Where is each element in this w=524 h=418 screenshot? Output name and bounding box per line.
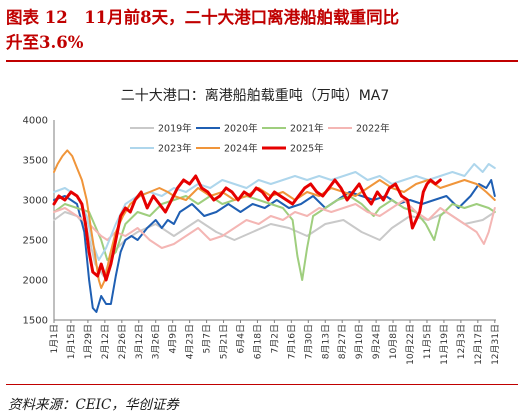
legend-item: 2023年: [130, 143, 192, 155]
figure-title-line2: 升至3.6%: [6, 33, 84, 52]
chart-axes: 1500 2000 2500 3000 3500 4000 1月1日 1月15日 1月29日 2月…: [23, 116, 501, 365]
source-note: 资料来源：CEIC，华创证券: [8, 397, 179, 413]
y-tick-label: 1500: [23, 316, 48, 327]
x-tick-label: 6月18日: [252, 324, 263, 359]
x-tick-label: 5月21日: [219, 324, 230, 359]
x-tick-label: 4月23日: [185, 324, 196, 359]
x-tick-label: 3月26日: [151, 324, 162, 359]
x-tick-label: 2月26日: [117, 324, 128, 359]
source-rule: [6, 384, 518, 385]
x-tick-label: 6月4日: [235, 324, 246, 353]
x-tick-label: 9月10日: [354, 324, 365, 359]
x-tick-label: 11月19日: [439, 324, 450, 365]
legend-label: 2025年: [290, 143, 324, 155]
y-tick-label: 3000: [23, 196, 48, 207]
series-line-2025年: [52, 174, 442, 282]
plot-area: [52, 149, 496, 313]
x-tick-label: 9月24日: [371, 324, 382, 359]
x-tick-label: 7月2日: [269, 324, 280, 353]
series-line-2021年: [53, 195, 496, 281]
x-tick-label: 10月8日: [388, 324, 399, 359]
legend-label: 2019年: [158, 123, 192, 135]
legend-label: 2024年: [224, 143, 258, 155]
x-tick-label: 8月13日: [320, 324, 331, 359]
legend-item: 2021年: [262, 123, 324, 135]
legend-item: 2022年: [328, 123, 390, 135]
x-tick-label: 4月9日: [168, 324, 179, 353]
y-tick-label: 2000: [23, 276, 48, 287]
series-line-2023年: [53, 163, 496, 261]
x-tick-label: 8月27日: [337, 324, 348, 359]
x-tick-label: 11月5日: [422, 324, 433, 359]
x-tick-label: 1月15日: [66, 324, 77, 359]
x-tick-label: 7月30日: [303, 324, 314, 359]
series-line-2022年: [53, 199, 496, 249]
title-rule: [6, 60, 518, 62]
figure-title-line1: 图表 12 11月前8天，二十大港口离港船舶载重同比: [6, 8, 400, 27]
legend-label: 2023年: [158, 143, 192, 155]
legend-item: 2020年: [196, 123, 258, 135]
y-tick-label: 2500: [23, 236, 48, 247]
x-tick-label: 12月31日: [490, 324, 501, 365]
chart-title: 二十大港口：离港船舶载重吨（万吨）MA7: [121, 87, 390, 104]
legend-item: 2019年: [130, 123, 192, 135]
x-tick-label: 7月16日: [286, 324, 297, 359]
x-tick-label: 12月3日: [456, 324, 467, 359]
legend-label: 2022年: [356, 123, 390, 135]
legend-item: 2024年: [196, 143, 258, 155]
legend-label: 2020年: [224, 123, 258, 135]
legend-item: 2025年: [262, 143, 324, 155]
x-tick-label: 10月22日: [405, 324, 416, 365]
figure-title: 图表 12 11月前8天，二十大港口离港船舶载重同比 升至3.6%: [6, 5, 518, 55]
chart-legend: 2019年 2020年 2021年 2022年 2023年 2024年 2025年: [130, 123, 390, 155]
legend-label: 2021年: [290, 123, 324, 135]
y-tick-label: 4000: [23, 116, 48, 127]
x-tick-label: 2月12日: [100, 324, 111, 359]
x-tick-label: 5月7日: [202, 324, 213, 353]
x-tick-label: 1月1日: [49, 324, 60, 353]
x-tick-label: 12月17日: [473, 324, 484, 365]
y-tick-label: 3500: [23, 156, 48, 167]
x-tick-label: 3月12日: [134, 324, 145, 359]
series-line-2019年: [53, 211, 496, 277]
x-tick-label: 1月29日: [83, 324, 94, 359]
